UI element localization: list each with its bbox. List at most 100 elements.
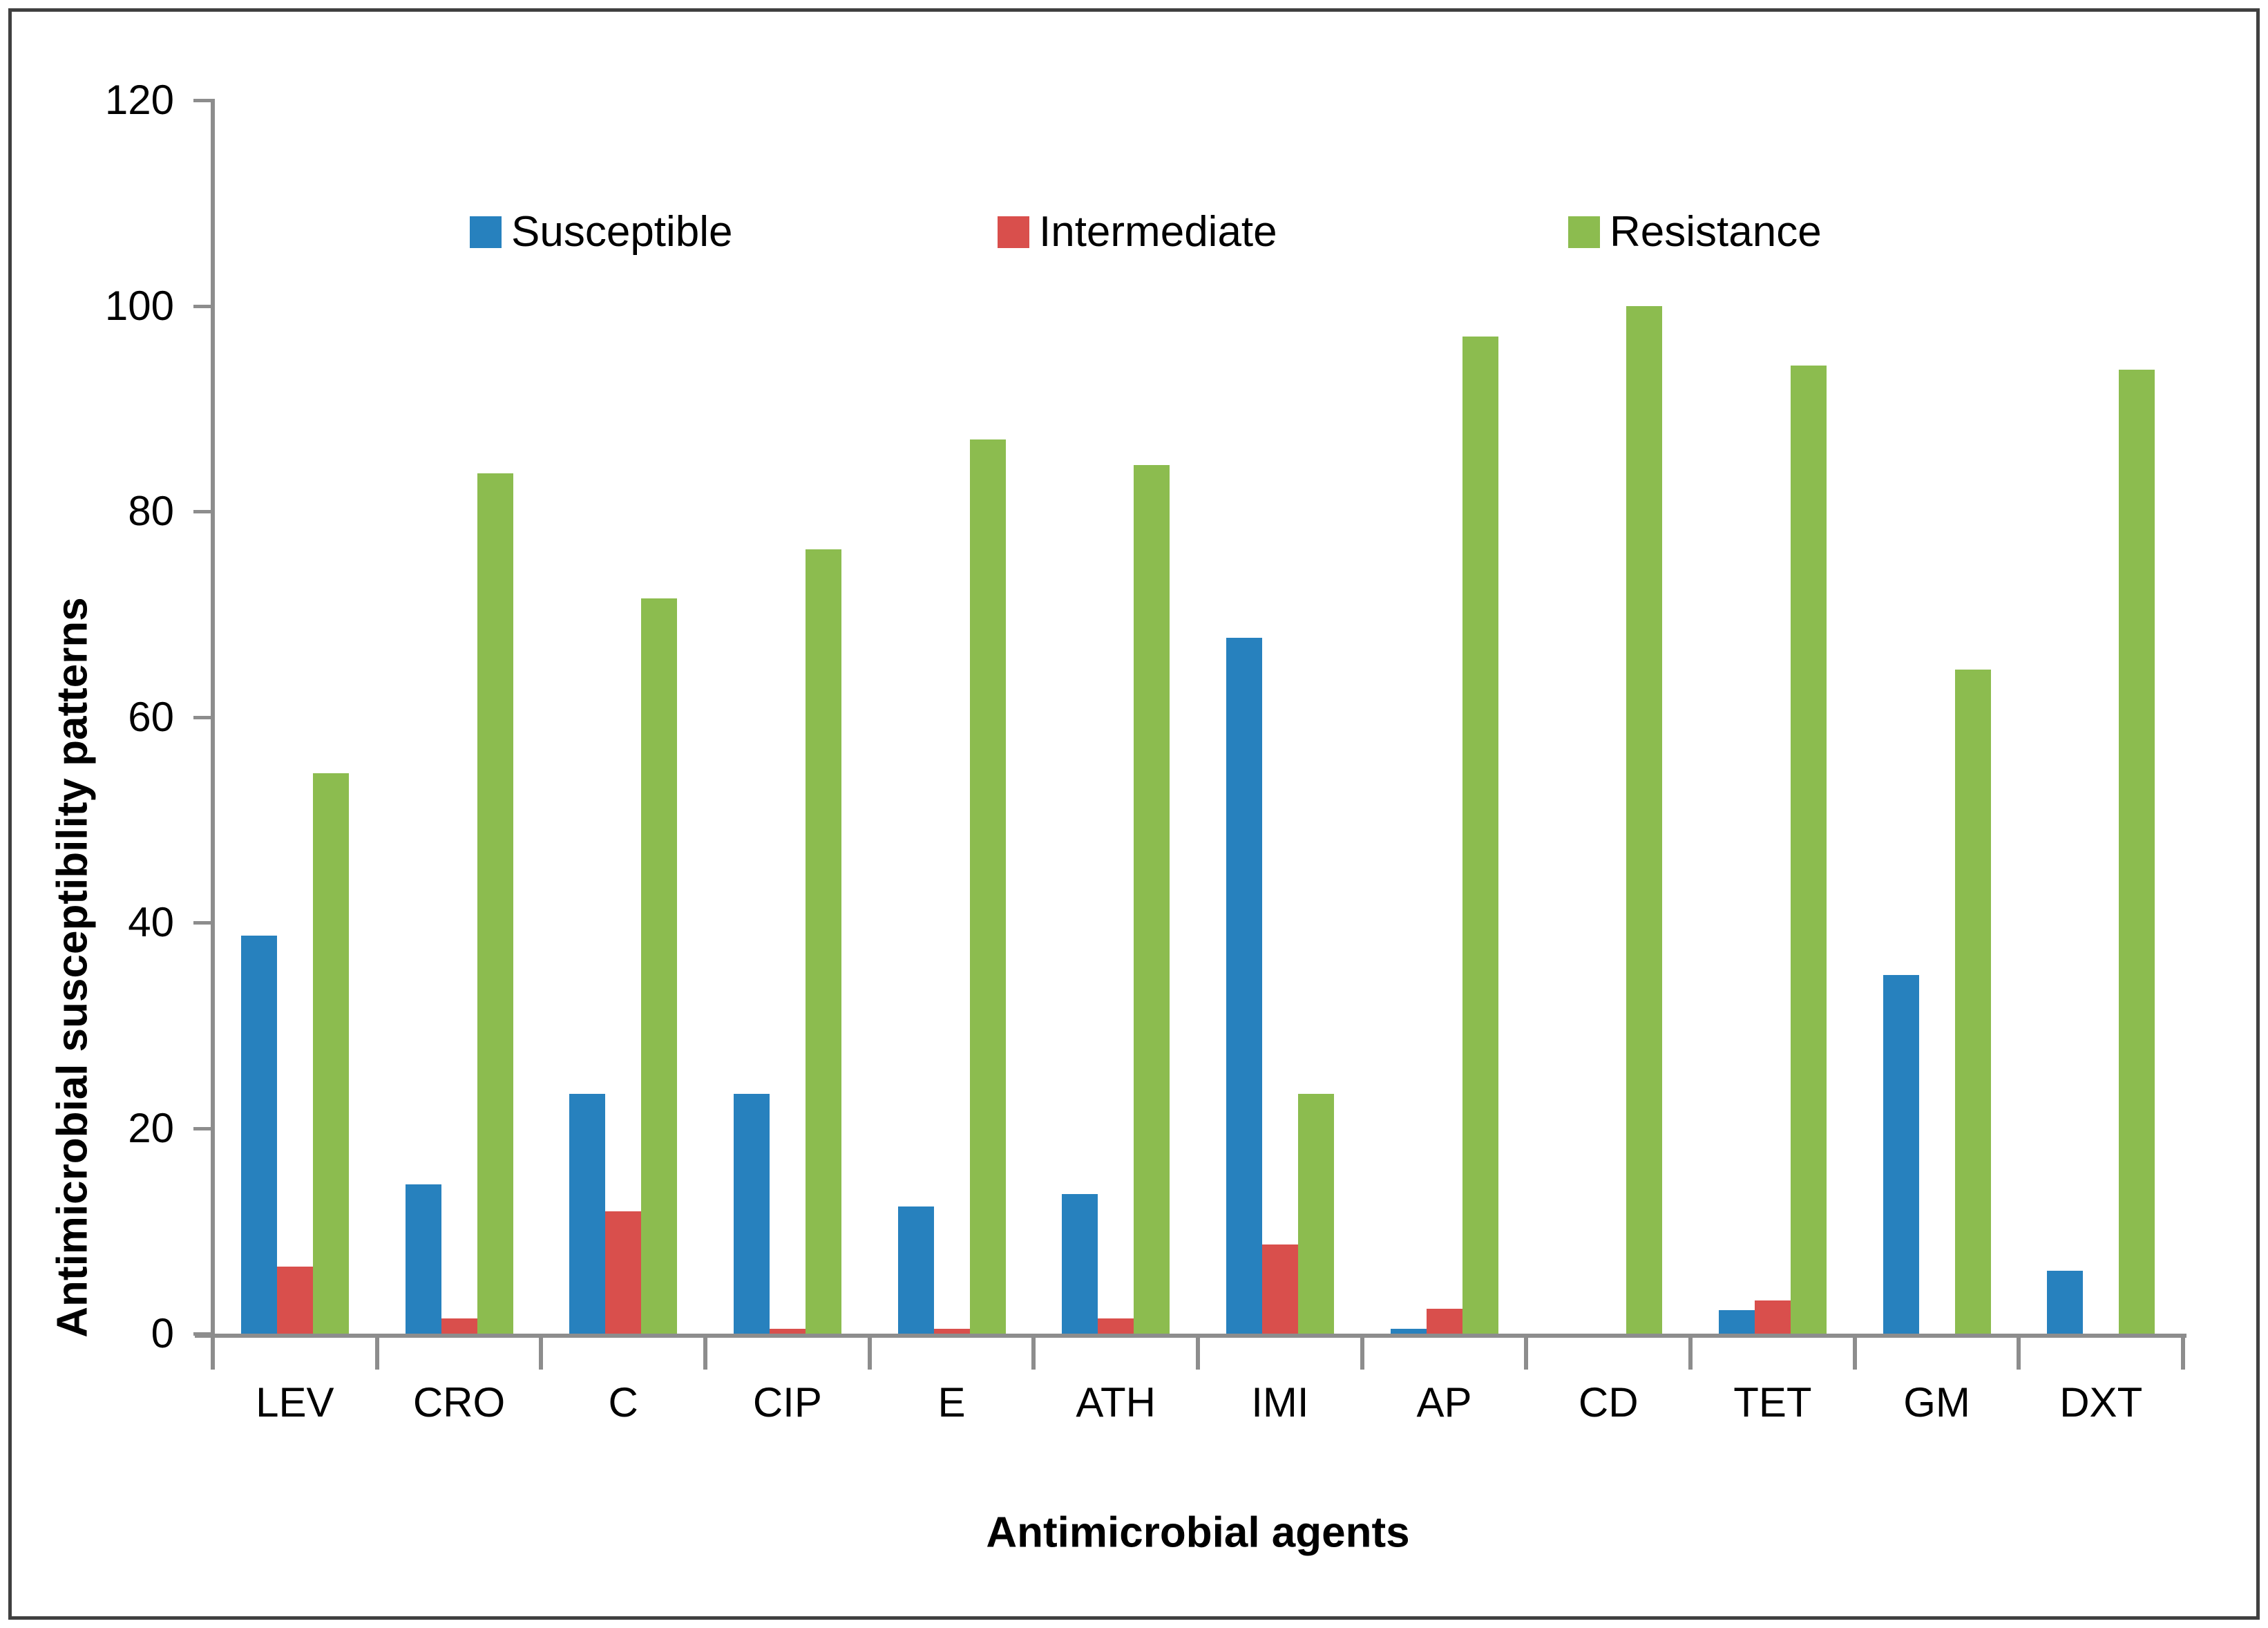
bar-tet-intermediate	[1754, 1300, 1791, 1334]
y-axis-line	[211, 99, 215, 1367]
figure-border	[8, 8, 2260, 1620]
x-tick-mark	[1852, 1338, 1857, 1370]
x-axis-title: Antimicrobial agents	[986, 1508, 1410, 1557]
x-tick-mark	[2017, 1338, 2021, 1370]
bar-ap-resistance	[1462, 337, 1498, 1334]
bar-cro-intermediate	[441, 1318, 477, 1334]
y-tick-label: 60	[128, 693, 174, 740]
y-tick-mark	[193, 715, 213, 719]
bar-lev-intermediate	[276, 1267, 313, 1334]
bar-ath-resistance	[1134, 465, 1170, 1334]
x-axis-line	[195, 1334, 2186, 1338]
bar-cip-susceptible	[733, 1094, 770, 1334]
x-category-label-dxt: DXT	[2059, 1379, 2143, 1426]
legend-label: Resistance	[1610, 208, 1822, 256]
x-category-label-ath: ATH	[1076, 1379, 1156, 1426]
x-tick-mark	[1688, 1338, 1693, 1370]
y-tick-mark	[193, 1332, 213, 1336]
y-tick-mark	[193, 304, 213, 308]
bar-group-cro	[377, 100, 542, 1334]
x-category-label-c: C	[608, 1379, 638, 1426]
x-tick-mark	[2181, 1338, 2185, 1370]
bar-group-c	[541, 100, 705, 1334]
y-tick-label: 0	[151, 1310, 174, 1356]
bar-gm-susceptible	[1883, 974, 1919, 1334]
x-tick-mark	[867, 1338, 872, 1370]
bar-ap-intermediate	[1426, 1309, 1462, 1334]
bar-gm-resistance	[1954, 670, 1991, 1334]
y-tick-mark	[193, 510, 213, 513]
bar-e-intermediate	[933, 1328, 970, 1334]
bar-lev-resistance	[312, 773, 349, 1334]
x-category-labels: LEV CRO C CIP E ATH IMI AP CD TET GM DXT	[213, 1381, 2183, 1425]
bar-c-susceptible	[569, 1094, 606, 1334]
x-tick-mark	[1196, 1338, 1200, 1370]
bar-dxt-susceptible	[2047, 1271, 2084, 1334]
bar-imi-intermediate	[1261, 1244, 1298, 1334]
intermediate-swatch-icon	[998, 216, 1029, 248]
bar-group-ath	[1033, 100, 1198, 1334]
legend-label: Intermediate	[1039, 208, 1277, 256]
bar-group-cd	[1526, 100, 1690, 1334]
y-tick-label: 80	[128, 488, 174, 534]
x-tick-mark	[1360, 1338, 1364, 1370]
bar-c-intermediate	[605, 1211, 642, 1334]
x-category-label-lev: LEV	[256, 1379, 334, 1426]
bar-cip-intermediate	[769, 1328, 806, 1334]
susceptible-swatch-icon	[470, 216, 502, 248]
bar-group-ap	[1362, 100, 1527, 1334]
plot-area: Susceptible Intermediate Resistance	[213, 100, 2183, 1334]
x-tick-mark	[374, 1338, 379, 1370]
x-tick-mark	[1031, 1338, 1036, 1370]
x-category-label-gm: GM	[1903, 1379, 1970, 1426]
bar-cd-resistance	[1626, 305, 1663, 1334]
x-tick-mark	[1524, 1338, 1529, 1370]
bar-cro-resistance	[477, 473, 513, 1334]
bar-ap-susceptible	[1390, 1328, 1427, 1334]
x-tick-mark	[539, 1338, 544, 1370]
bar-e-resistance	[969, 439, 1006, 1334]
y-tick-mark	[193, 1126, 213, 1130]
bar-group-cip	[705, 100, 870, 1334]
legend-label: Susceptible	[511, 208, 733, 256]
y-tick-label: 120	[104, 77, 174, 123]
bar-imi-susceptible	[1226, 637, 1262, 1334]
bar-lev-susceptible	[240, 936, 277, 1334]
bar-groups	[213, 100, 2183, 1334]
resistance-swatch-icon	[1568, 216, 1600, 248]
y-tick-label: 20	[128, 1104, 174, 1151]
bar-group-lev	[213, 100, 377, 1334]
y-tick-mark	[193, 921, 213, 925]
bar-group-imi	[1198, 100, 1362, 1334]
legend-item-resistance: Resistance	[1568, 211, 1822, 254]
bar-dxt-resistance	[2119, 369, 2155, 1334]
bar-cip-resistance	[805, 549, 841, 1334]
x-tick-mark	[211, 1338, 215, 1370]
x-category-label-cro: CRO	[412, 1379, 506, 1426]
bar-tet-susceptible	[1718, 1309, 1755, 1334]
x-category-label-tet: TET	[1733, 1379, 1812, 1426]
x-tick-mark	[703, 1338, 707, 1370]
bar-cro-susceptible	[405, 1184, 441, 1334]
bar-c-resistance	[641, 598, 678, 1334]
bar-ath-susceptible	[1062, 1193, 1098, 1334]
x-category-label-imi: IMI	[1251, 1379, 1309, 1426]
bar-tet-resistance	[1790, 365, 1827, 1334]
bar-group-tet	[1690, 100, 1855, 1334]
bar-group-e	[870, 100, 1034, 1334]
bar-ath-intermediate	[1098, 1318, 1134, 1334]
x-category-label-cip: CIP	[752, 1379, 822, 1426]
y-tick-label: 100	[104, 282, 174, 329]
bar-group-dxt	[2019, 100, 2183, 1334]
x-category-label-cd: CD	[1578, 1379, 1639, 1426]
x-category-label-ap: AP	[1416, 1379, 1472, 1426]
y-tick-mark	[193, 99, 213, 102]
legend-item-susceptible: Susceptible	[470, 211, 733, 254]
bar-imi-resistance	[1297, 1094, 1334, 1334]
bar-e-susceptible	[897, 1206, 934, 1334]
bar-group-gm	[1855, 100, 2019, 1334]
x-category-label-e: E	[937, 1379, 966, 1426]
y-tick-label: 40	[128, 899, 174, 945]
legend-item-intermediate: Intermediate	[998, 211, 1277, 254]
